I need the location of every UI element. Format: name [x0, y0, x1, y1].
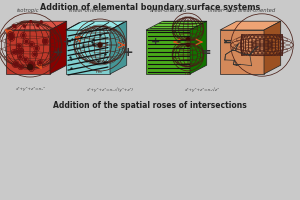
Polygon shape [66, 21, 127, 30]
Polygon shape [50, 21, 67, 74]
Polygon shape [220, 30, 264, 74]
Circle shape [14, 26, 16, 28]
Text: Addition of elemental boundary surface systems: Addition of elemental boundary surface s… [40, 3, 260, 12]
Text: =: = [201, 46, 211, 58]
Circle shape [25, 40, 28, 43]
Circle shape [35, 47, 38, 50]
Circle shape [23, 25, 25, 27]
Text: Addition of the spatial roses of intersections: Addition of the spatial roses of interse… [53, 101, 247, 110]
Circle shape [37, 25, 39, 27]
Circle shape [187, 43, 190, 46]
Circle shape [22, 34, 25, 37]
Text: $n_{ls}$: $n_{ls}$ [95, 69, 103, 76]
Polygon shape [146, 21, 207, 30]
Polygon shape [190, 21, 207, 74]
Text: areal-oriented: areal-oriented [149, 8, 187, 13]
Circle shape [28, 62, 31, 65]
Text: +: + [53, 46, 63, 58]
Circle shape [18, 45, 20, 47]
Text: x²+y²+z²=n₀²: x²+y²+z²=n₀² [15, 87, 45, 91]
Circle shape [28, 65, 32, 70]
Circle shape [19, 56, 22, 58]
Circle shape [31, 43, 33, 46]
Circle shape [24, 59, 27, 61]
Circle shape [20, 66, 22, 68]
Text: x²+y²+z²=nₐ√z²: x²+y²+z²=nₐ√z² [184, 87, 219, 92]
Text: +: + [123, 46, 133, 58]
Circle shape [34, 53, 36, 55]
Circle shape [14, 64, 16, 66]
Polygon shape [110, 21, 127, 74]
Circle shape [16, 50, 18, 53]
Text: +: + [63, 37, 73, 47]
Circle shape [98, 43, 102, 47]
Polygon shape [66, 30, 110, 74]
Text: =: = [224, 37, 232, 47]
Circle shape [44, 41, 46, 43]
Polygon shape [264, 21, 281, 74]
Circle shape [20, 50, 22, 52]
Circle shape [187, 38, 190, 41]
Text: $n_a$: $n_a$ [184, 70, 191, 78]
Circle shape [39, 61, 41, 64]
Text: $n_{ln}$: $n_{ln}$ [110, 26, 118, 34]
Circle shape [31, 64, 33, 67]
Polygon shape [6, 21, 67, 30]
Circle shape [11, 37, 13, 40]
Circle shape [31, 63, 33, 65]
Text: linear-oriented: linear-oriented [69, 8, 107, 13]
Text: linear- and areal-oriented: linear- and areal-oriented [208, 8, 276, 13]
Circle shape [30, 68, 33, 70]
Text: x²+y²+z²=nₗₙ√(y²+z²): x²+y²+z²=nₗₙ√(y²+z²) [86, 87, 134, 92]
Circle shape [30, 21, 32, 23]
Text: isotropic: isotropic [17, 8, 39, 13]
Polygon shape [146, 30, 190, 74]
Circle shape [9, 33, 11, 36]
Circle shape [44, 39, 46, 42]
Circle shape [13, 25, 15, 27]
Circle shape [13, 51, 15, 53]
Circle shape [10, 36, 12, 38]
Text: +: + [150, 37, 160, 47]
Polygon shape [6, 30, 50, 74]
Circle shape [15, 63, 17, 65]
Circle shape [11, 34, 13, 37]
Circle shape [20, 50, 22, 52]
Polygon shape [220, 21, 281, 30]
Circle shape [40, 21, 42, 23]
